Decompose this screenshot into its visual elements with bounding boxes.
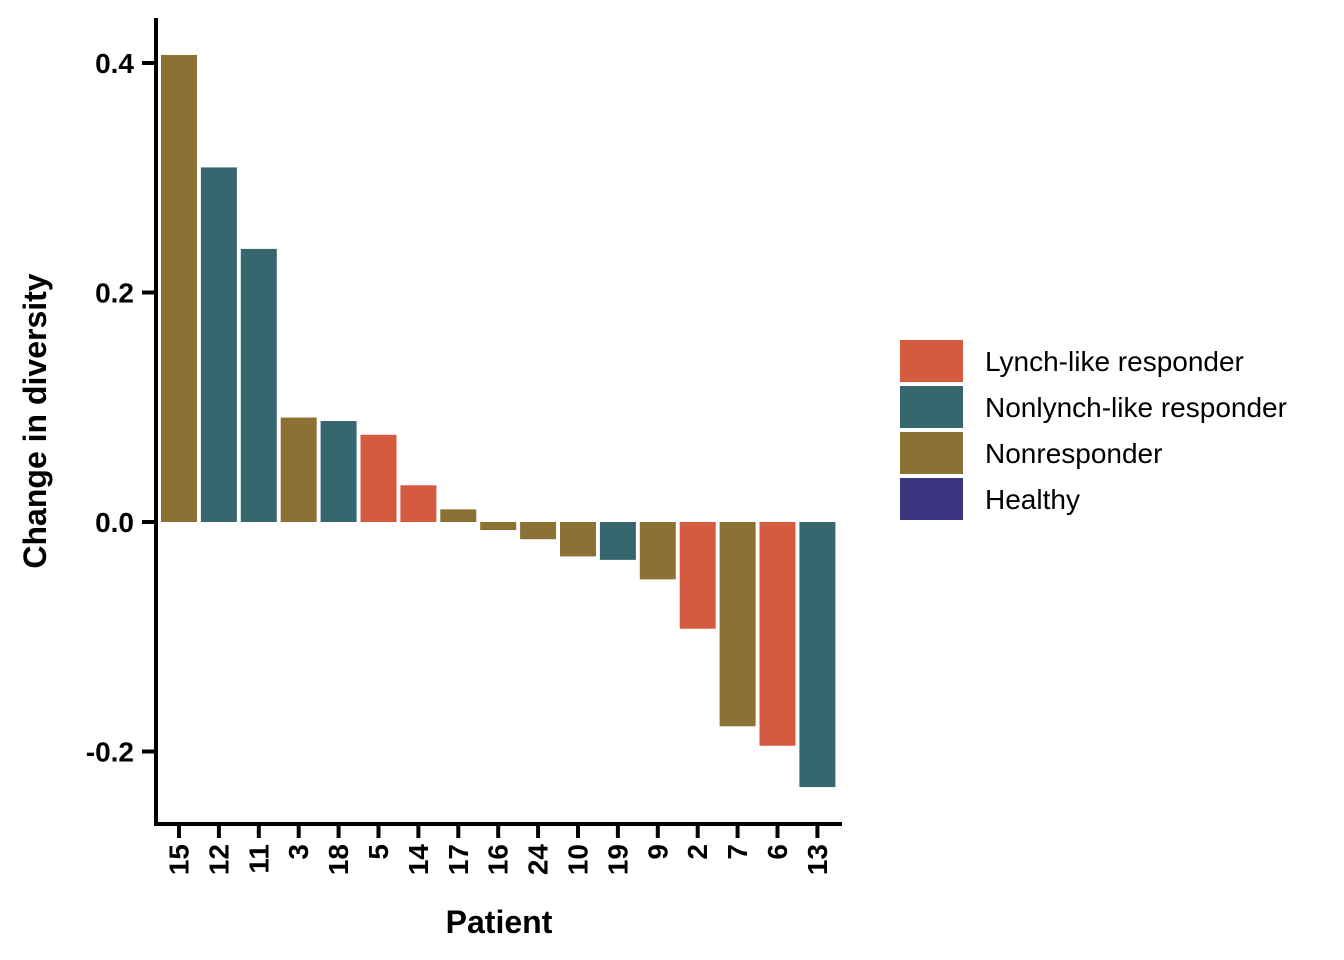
x-tick-label: 3 [283, 844, 314, 860]
x-tick-label: 11 [243, 844, 274, 874]
x-tick-label: 18 [323, 844, 354, 875]
x-tick-label: 16 [483, 844, 514, 875]
y-tick-label: -0.2 [86, 737, 134, 768]
y-ticks-group: -0.2 0.0 0.2 0.4 [86, 48, 156, 768]
bar-patient-24 [520, 522, 557, 540]
bar-patient-17 [440, 509, 477, 522]
legend-label: Lynch-like responder [985, 346, 1244, 377]
bar-patient-6 [759, 522, 796, 746]
bar-patient-10 [560, 522, 596, 557]
legend: Lynch-like responder Nonlynch-like respon… [900, 340, 1287, 520]
x-tick-label: 7 [722, 844, 753, 860]
y-tick-label: 0.4 [95, 48, 134, 79]
bar-patient-16 [480, 522, 517, 531]
legend-label: Nonresponder [985, 438, 1162, 469]
axis-frame [154, 18, 842, 826]
bar-patient-15 [161, 54, 197, 522]
legend-swatch [900, 340, 963, 382]
legend-label: Nonlynch-like responder [985, 392, 1287, 423]
x-tick-label: 24 [523, 844, 554, 876]
legend-swatch [900, 478, 963, 520]
bar-patient-14 [400, 485, 437, 522]
legend-swatch [900, 386, 963, 428]
bar-patient-3 [280, 417, 317, 522]
bar-patient-11 [240, 248, 277, 522]
bar-patient-19 [599, 522, 636, 560]
axes-group [154, 18, 842, 826]
y-tick-label: 0.2 [95, 278, 134, 309]
x-tick-label: 6 [762, 844, 793, 860]
bar-patient-9 [639, 522, 676, 580]
x-tick-label: 2 [682, 844, 713, 860]
bar-patient-5 [360, 434, 397, 522]
bar-patient-2 [679, 522, 716, 629]
x-tick-label: 12 [203, 844, 234, 875]
x-tick-label: 19 [602, 844, 633, 875]
bars-group [161, 54, 836, 788]
legend-swatch [900, 432, 963, 474]
y-axis-title: Change in diversity [17, 273, 53, 568]
y-tick-label: 0.0 [95, 507, 134, 538]
x-tick-label: 5 [363, 844, 394, 860]
x-axis-title: Patient [446, 904, 553, 940]
x-tick-label: 9 [642, 844, 673, 860]
x-tick-label: 15 [164, 844, 195, 875]
bar-patient-18 [320, 421, 357, 522]
bar-patient-7 [719, 522, 756, 727]
x-ticks-group: 15 12 11 3 18 5 14 17 16 24 10 19 9 2 7 6 13 [164, 824, 833, 875]
x-tick-label: 10 [563, 844, 594, 875]
legend-label: Healthy [985, 484, 1080, 515]
x-tick-label: 14 [403, 844, 434, 876]
bar-patient-12 [200, 167, 237, 523]
bar-patient-13 [799, 522, 836, 788]
x-tick-label: 13 [802, 844, 833, 875]
x-tick-label: 17 [443, 844, 474, 875]
